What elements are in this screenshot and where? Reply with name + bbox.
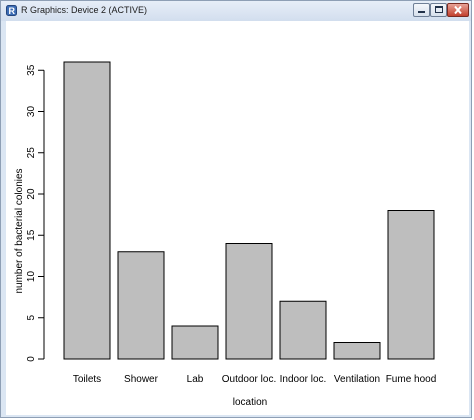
x-tick-label: Outdoor loc.: [222, 374, 276, 385]
minimize-button[interactable]: [413, 3, 430, 17]
y-tick-label: 0: [26, 356, 37, 362]
y-tick-label: 25: [26, 147, 37, 159]
y-tick-label: 5: [26, 315, 37, 321]
bars: [63, 61, 435, 360]
title-bar[interactable]: R R Graphics: Device 2 (ACTIVE): [1, 1, 471, 21]
plot-canvas: 0 5 10 15 20 25 30 35 Toilets Shower Lab Outdoor l…: [6, 21, 469, 415]
bar-toilets: [63, 61, 111, 360]
y-tick-label: 30: [26, 106, 37, 118]
bar-shower: [117, 251, 165, 360]
maximize-button[interactable]: [430, 3, 447, 17]
close-icon: [454, 5, 462, 15]
x-tick-label: Fume hood: [386, 374, 437, 385]
x-tick-label: Ventilation: [334, 374, 380, 385]
x-axis-label: location: [233, 397, 267, 408]
bar-indoor-loc: [279, 300, 327, 360]
y-tick-label: 20: [26, 188, 37, 200]
x-tick-labels: Toilets Shower Lab Outdoor loc. Indoor loc. V…: [73, 374, 436, 385]
y-tick-label: 35: [26, 64, 37, 76]
bar-chart: 0 5 10 15 20 25 30 35 Toilets Shower Lab Outdoor l…: [14, 61, 436, 408]
window-title: R Graphics: Device 2 (ACTIVE): [21, 5, 148, 15]
y-axis-label: number of bacterial colonies: [14, 168, 25, 293]
x-tick-label: Lab: [187, 374, 204, 385]
bar-lab: [171, 325, 219, 360]
bar-ventilation: [333, 342, 381, 360]
y-tick-label: 15: [26, 229, 37, 241]
y-tick-label: 10: [26, 271, 37, 283]
svg-text:R: R: [9, 6, 16, 16]
y-axis: 0 5 10 15 20 25 30 35: [26, 64, 45, 362]
bar-outdoor-loc: [225, 243, 273, 360]
r-app-icon: R: [6, 5, 17, 16]
x-tick-label: Indoor loc.: [280, 374, 327, 385]
x-tick-label: Toilets: [73, 374, 101, 385]
close-button[interactable]: [447, 3, 469, 17]
minimize-icon: [418, 11, 425, 13]
maximize-icon: [435, 6, 443, 13]
bar-fume-hood: [387, 210, 435, 360]
x-tick-label: Shower: [124, 374, 159, 385]
